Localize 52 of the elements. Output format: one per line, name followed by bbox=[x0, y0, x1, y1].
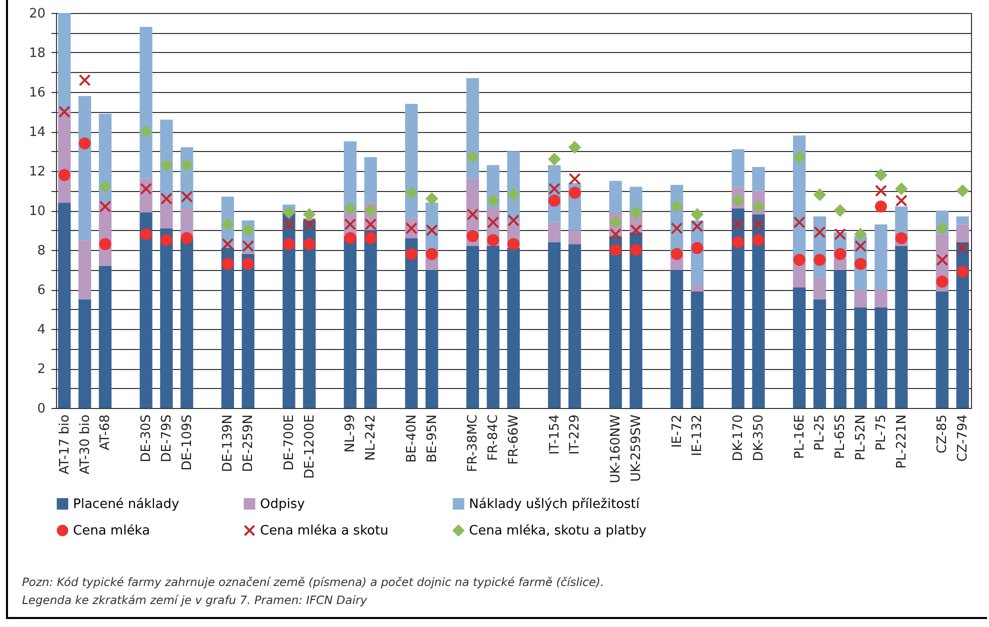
x-tick-label: IT-154 bbox=[547, 414, 562, 455]
y-tick-label: 6 bbox=[37, 283, 46, 298]
legend-label: Náklady ušlých příležitostí bbox=[469, 496, 640, 512]
x-tick-label: BE-95N bbox=[424, 414, 440, 463]
x-tick-label: IE-72 bbox=[670, 414, 685, 448]
text: Pozn: Kód typické farmy zahrnuje označení země (písmena) a počet dojnic na typické farmě (číslice). bbox=[22, 574, 604, 591]
x-tick-label: FR-38MC bbox=[466, 414, 481, 472]
x-tick-label: IE-132 bbox=[690, 414, 706, 456]
x-tick-label: CZ-794 bbox=[956, 414, 971, 462]
x-tick-label: IT-229 bbox=[568, 414, 583, 455]
x-tick-label: DK-350 bbox=[751, 414, 766, 462]
x-tick-label: PL-16E bbox=[792, 414, 808, 459]
text: Legenda ke zkratkám zemí je v grafu 7. Pramen: IFCN Dairy bbox=[22, 592, 368, 609]
x-tick-label: FR-84C bbox=[486, 414, 502, 461]
y-tick-label: 10 bbox=[28, 204, 46, 219]
y-tick-label: 0 bbox=[37, 402, 46, 416]
legend-label: Cena mléka bbox=[73, 524, 150, 538]
y-tick-label: 2 bbox=[37, 362, 46, 377]
x-tick-label: PL-75 bbox=[874, 414, 889, 451]
x-tick-label: CZ-85 bbox=[935, 414, 950, 454]
x-tick-label: PL-65S bbox=[833, 414, 848, 459]
x-tick-label: NL-242 bbox=[364, 414, 379, 461]
x-tick-label: DE-139N bbox=[220, 414, 236, 472]
y-tick-label: 16 bbox=[28, 86, 46, 100]
x-tick-label: AT-68 bbox=[98, 414, 114, 450]
x-tick-label: FR-66W bbox=[506, 414, 522, 465]
x-tick-label: DK-170 bbox=[731, 414, 746, 462]
x-tick-label: BE-40N bbox=[404, 414, 420, 463]
x-tick-label: NL-99 bbox=[343, 414, 358, 452]
x-tick-label: DE-30S bbox=[139, 414, 154, 462]
x-tick-label: PL-221N bbox=[894, 414, 910, 469]
legend-label: Placené náklady bbox=[73, 496, 180, 512]
x-tick-label: DE-259N bbox=[241, 414, 256, 472]
legend-label: Cena mléka, skotu a platby bbox=[469, 524, 647, 538]
x-tick-label: DE-1200E bbox=[302, 414, 318, 479]
y-tick-label: 12 bbox=[28, 164, 46, 180]
legend-label: Odpisy bbox=[260, 496, 306, 512]
x-tick-label: DE-109S bbox=[180, 414, 195, 470]
y-tick-label: 8 bbox=[37, 244, 46, 258]
legend-label: Cena mléka a skotu bbox=[260, 524, 388, 538]
x-tick-label: AT-30 bio bbox=[78, 414, 93, 474]
y-tick-label: 18 bbox=[28, 46, 46, 61]
x-tick-label: AT-17 bio bbox=[57, 414, 72, 474]
x-tick-label: PL-52N bbox=[854, 414, 869, 460]
y-tick-label: 4 bbox=[37, 322, 46, 338]
x-tick-label: UK-259SW bbox=[628, 414, 644, 482]
y-tick-label: 14 bbox=[28, 125, 46, 140]
x-tick-label: PL-25 bbox=[812, 414, 828, 451]
x-tick-label: UK-160NW bbox=[608, 414, 624, 484]
x-tick-label: DE-700E bbox=[282, 414, 297, 470]
x-tick-label: DE-79S bbox=[159, 414, 174, 462]
y-tick-label: 20 bbox=[28, 6, 46, 22]
